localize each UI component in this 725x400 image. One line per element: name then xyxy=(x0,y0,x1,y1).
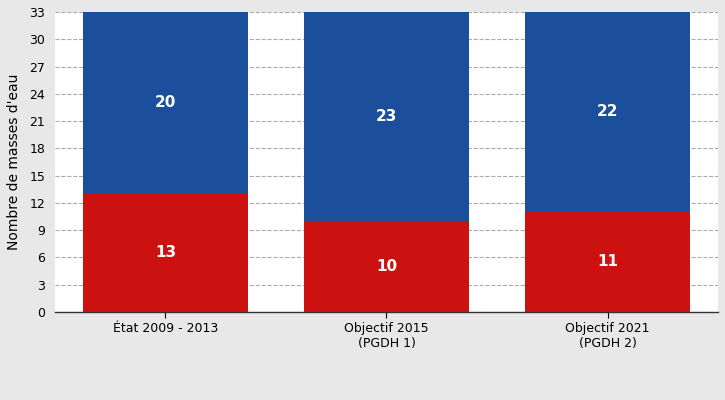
Bar xyxy=(525,12,690,212)
Bar xyxy=(83,12,248,194)
Bar xyxy=(525,212,690,312)
Text: 10: 10 xyxy=(376,259,397,274)
Y-axis label: Nombre de masses d'eau: Nombre de masses d'eau xyxy=(7,74,21,250)
Text: 22: 22 xyxy=(597,104,618,120)
Text: 23: 23 xyxy=(376,109,397,124)
Bar xyxy=(304,12,469,221)
Text: 13: 13 xyxy=(155,245,176,260)
Text: 20: 20 xyxy=(154,95,176,110)
Bar xyxy=(83,194,248,312)
Text: 11: 11 xyxy=(597,254,618,270)
Bar xyxy=(304,221,469,312)
